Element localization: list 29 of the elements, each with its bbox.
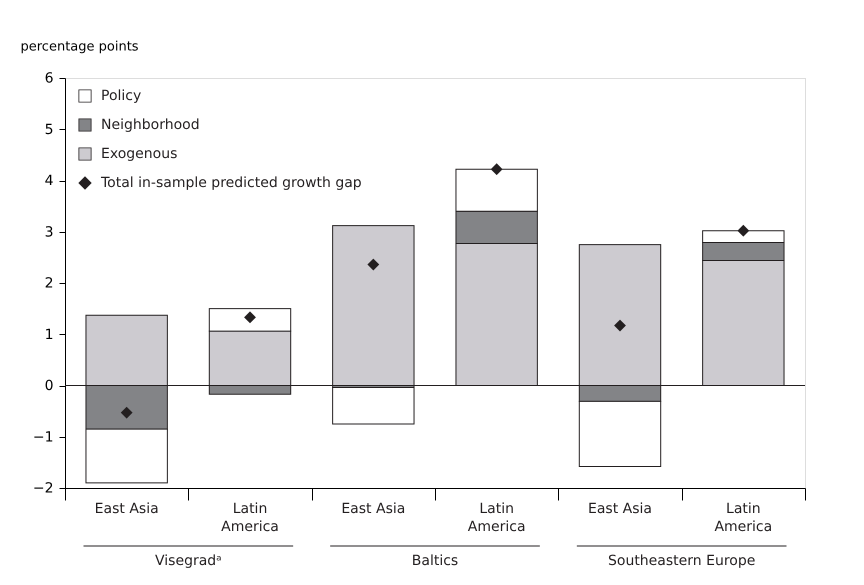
point	[120, 406, 133, 419]
y-tick-label: 0	[44, 378, 54, 394]
y-tick-label: 1	[44, 326, 54, 343]
x-tick-label: Latin America	[221, 501, 279, 535]
y-tick-label: 2	[44, 276, 54, 292]
y-tick-label: 3	[44, 224, 54, 240]
point	[490, 163, 503, 176]
legend-label: Exogenous	[101, 146, 178, 162]
y-tick-label: 4	[44, 173, 54, 189]
legend-label: Neighborhood	[101, 117, 200, 133]
legend-label: Policy	[101, 88, 142, 104]
x-tick-label: East Asia	[341, 501, 406, 517]
legend-label: Total in-sample predicted growth gap	[100, 175, 362, 191]
x-tick-label: East Asia	[94, 501, 159, 517]
point	[614, 320, 626, 332]
y-tick-label: −2	[32, 480, 54, 496]
x-tick-label: Latin America	[468, 501, 526, 535]
text: Visegradᵃ	[154, 553, 222, 569]
y-tick-label: 6	[44, 70, 54, 86]
text: Southeastern Europe	[608, 553, 756, 569]
x-tick-label: East Asia	[588, 501, 652, 517]
y-tick-label: 5	[44, 122, 54, 138]
y-tick-label: −1	[32, 429, 54, 446]
y-axis-title: percentage points	[20, 40, 139, 54]
point	[367, 258, 380, 270]
text: Baltics	[412, 553, 458, 569]
x-tick-label: Latin America	[714, 501, 772, 535]
point	[244, 311, 256, 324]
point	[737, 224, 750, 237]
